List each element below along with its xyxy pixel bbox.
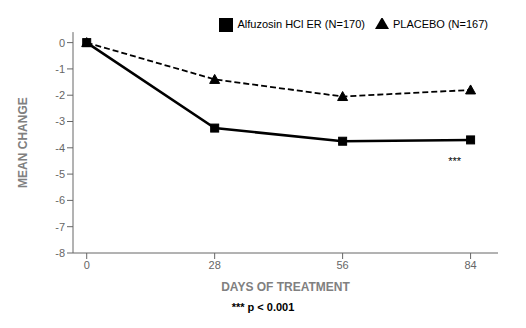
svg-text:-6: -6 [55,194,65,206]
svg-text:-3: -3 [55,115,65,127]
svg-text:-1: -1 [55,63,65,75]
html-text:*** p < 0.001: *** p < 0.001 [231,301,295,313]
svg-text:-8: -8 [55,247,65,259]
svg-text:0: 0 [59,37,65,49]
svg-text:DAYS OF TREATMENT: DAYS OF TREATMENT [221,280,350,294]
svg-text:MEAN CHANGE: MEAN CHANGE [16,97,30,188]
html-text:PLACEBO (N=167): PLACEBO (N=167) [392,18,488,30]
html-text:Alfuzosin HCl ER (N=170): Alfuzosin HCl ER (N=170) [237,18,365,30]
svg-text:0: 0 [84,259,90,271]
svg-text:28: 28 [209,259,221,271]
svg-text:-5: -5 [55,168,65,180]
svg-text:-4: -4 [55,142,65,154]
svg-text:84: 84 [464,259,476,271]
svg-text:56: 56 [336,259,348,271]
svg-text:-7: -7 [55,221,65,233]
svg-text:***: *** [448,155,462,167]
svg-text:-2: -2 [55,89,65,101]
